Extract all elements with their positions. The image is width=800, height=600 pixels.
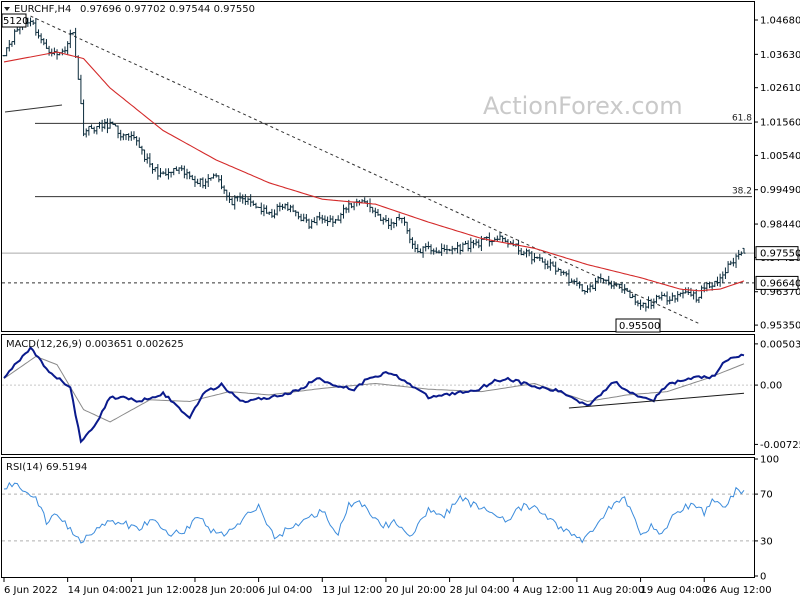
time-tick-label: 4 Aug 12:00 bbox=[513, 585, 574, 596]
macd-signal-line bbox=[3, 355, 745, 423]
time-tick-label: 11 Aug 20:00 bbox=[577, 585, 644, 596]
price-bar bbox=[739, 251, 743, 256]
rsi-tick-label: 30 bbox=[760, 536, 773, 547]
level-price-label: 0.96640 bbox=[760, 278, 800, 289]
rsi-tick-label: 100 bbox=[760, 455, 779, 466]
last-price-tag: 0.97550 bbox=[755, 246, 800, 261]
time-tick-label: 28 Jul 04:00 bbox=[450, 585, 510, 596]
last-price-label: 0.97550 bbox=[760, 249, 800, 260]
falling-trendline bbox=[30, 15, 700, 324]
macd-line bbox=[3, 345, 745, 444]
low-box-frame bbox=[615, 318, 661, 333]
macd-tick-label: 0.005037 bbox=[760, 339, 800, 350]
price-tick-label: 0.95350 bbox=[760, 321, 800, 332]
time-tick-label: 26 Aug 12:00 bbox=[704, 585, 771, 596]
last-price-tag-frame bbox=[755, 246, 799, 261]
low-box-label: 0.95500 bbox=[619, 321, 660, 332]
price-tick-label: 1.02610 bbox=[760, 83, 800, 94]
moving-average-line bbox=[3, 51, 745, 292]
time-tick-label: 13 Jul 12:00 bbox=[322, 585, 382, 596]
price-tick-label: 1.03630 bbox=[760, 50, 800, 61]
symbol-label: EURCHF,H4 bbox=[14, 4, 71, 15]
price-bars bbox=[2, 17, 746, 312]
macd-panel-frame bbox=[1, 334, 755, 455]
price-tick-label: 1.04680 bbox=[760, 16, 800, 27]
time-tick-label: 6 Jul 04:00 bbox=[259, 585, 313, 596]
ohlc-values: 0.97696 0.97702 0.97544 0.97550 bbox=[80, 4, 255, 15]
top-box-frame bbox=[1, 13, 27, 28]
price-bar bbox=[742, 247, 746, 254]
time-tick-label: 14 Jun 04:00 bbox=[68, 585, 132, 596]
time-tick-label: 19 Aug 04:00 bbox=[641, 585, 708, 596]
macd-label: MACD(12,26,9) 0.003651 0.002625 bbox=[6, 339, 184, 350]
level-price-tag-frame bbox=[755, 275, 799, 290]
low-box: 0.95500 bbox=[615, 318, 661, 333]
fib-61-8-label: 61.8 bbox=[732, 113, 752, 123]
macd-tick-label: 0.00 bbox=[760, 381, 782, 392]
macd-tick-label: -0.007251 bbox=[760, 440, 800, 451]
top-box-label: 5120 bbox=[3, 16, 28, 27]
macd-trendline bbox=[568, 392, 745, 409]
top-box: 5120 bbox=[1, 13, 28, 28]
time-tick-label: 21 Jun 12:00 bbox=[131, 585, 195, 596]
level-price-tag: 0.96640 bbox=[755, 275, 800, 290]
price-tick-label: 0.98440 bbox=[760, 220, 800, 231]
chart-header: EURCHF,H4 0.97696 0.97702 0.97544 0.9755… bbox=[4, 4, 255, 15]
price-tick-label: 0.96370 bbox=[760, 287, 800, 298]
price-tick-label: 1.00540 bbox=[760, 151, 800, 162]
dropdown-triangle-icon bbox=[4, 7, 10, 11]
time-axis: 6 Jun 2022 14 Jun 04:00 21 Jun 12:00 28 Jun… bbox=[3, 578, 772, 596]
rsi-tick-label: 70 bbox=[760, 490, 773, 501]
watermark: ActionForex.com bbox=[483, 92, 683, 120]
price-panel-frame bbox=[1, 1, 755, 332]
fib-38-2-label: 38.2 bbox=[732, 187, 752, 197]
time-tick-label: 6 Jun 2022 bbox=[4, 585, 58, 596]
rsi-label: RSI(14) 69.5194 bbox=[6, 462, 87, 473]
time-tick-label: 20 Jul 20:00 bbox=[386, 585, 446, 596]
short-trendline bbox=[4, 104, 63, 113]
price-tick-label: 1.01560 bbox=[760, 118, 800, 129]
rsi-panel-frame bbox=[1, 457, 755, 578]
rsi-y-axis: 100 70 30 0 bbox=[754, 455, 779, 583]
macd-y-axis: 0.005037 0.00 -0.007251 bbox=[754, 339, 800, 451]
rsi-line bbox=[3, 481, 745, 544]
price-tick-label: 0.99490 bbox=[760, 185, 800, 196]
time-tick-label: 28 Jun 20:00 bbox=[195, 585, 259, 596]
rsi-tick-label: 0 bbox=[760, 572, 766, 583]
